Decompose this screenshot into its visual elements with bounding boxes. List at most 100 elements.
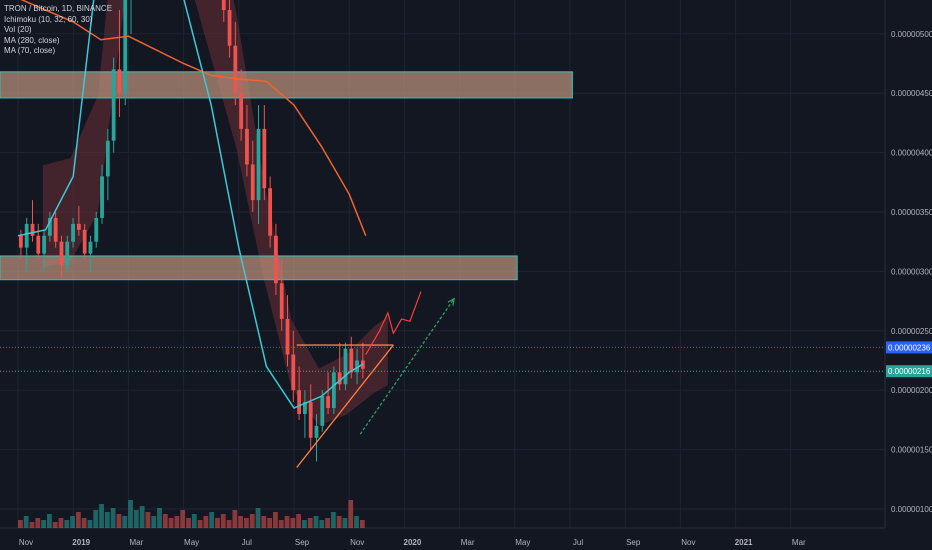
x-tick-label: Nov (681, 538, 695, 547)
candle[interactable] (320, 396, 325, 426)
indicator-ichimoku[interactable]: Ichimoku (10, 32, 60, 30) (4, 14, 93, 24)
candle[interactable] (268, 188, 273, 236)
volume-bar (215, 518, 220, 528)
candle[interactable] (71, 223, 75, 242)
y-tick-label: 0.00000150 (891, 446, 932, 455)
candle[interactable] (24, 223, 29, 248)
candle[interactable] (53, 217, 58, 242)
candle[interactable] (308, 402, 313, 438)
volume-bar (284, 516, 290, 528)
candle[interactable] (314, 425, 319, 438)
x-tick-label: Jul (573, 538, 583, 547)
y-tick-label: 0.00000200 (891, 386, 932, 395)
y-tick-label: 0.00000500 (891, 30, 932, 39)
x-tick-label: Nov (350, 538, 364, 547)
volume-bar (174, 516, 180, 528)
y-tick-label: 0.00000350 (891, 208, 932, 217)
volume-bar (81, 518, 87, 528)
candle[interactable] (227, 10, 232, 46)
candle[interactable] (274, 235, 278, 284)
x-tick-label: 2019 (72, 538, 90, 547)
volume-bar (75, 512, 81, 528)
candle[interactable] (285, 318, 290, 355)
candle[interactable] (256, 128, 261, 201)
projection-path (365, 291, 422, 355)
candle[interactable] (117, 69, 122, 94)
candle[interactable] (111, 69, 116, 141)
volume-bar (325, 518, 330, 528)
candle[interactable] (262, 128, 267, 189)
volume-bar (18, 520, 23, 528)
volume-bar (139, 506, 145, 528)
candle[interactable] (105, 140, 110, 177)
volume-bar (186, 518, 191, 528)
candle[interactable] (42, 235, 46, 254)
volume-bar (23, 516, 29, 528)
x-tick-label: 2020 (404, 538, 422, 547)
x-tick-label: Sep (626, 538, 641, 547)
x-tick-label: Nov (19, 538, 33, 547)
trend-arrow[interactable] (359, 298, 455, 435)
resistance-zone[interactable] (0, 71, 573, 99)
candle[interactable] (47, 217, 52, 236)
candle[interactable] (94, 217, 99, 242)
candle[interactable] (343, 348, 348, 385)
candle[interactable] (337, 372, 342, 385)
candle[interactable] (245, 128, 249, 165)
candle[interactable] (88, 241, 93, 254)
candle[interactable] (297, 390, 302, 414)
candle[interactable] (36, 235, 41, 254)
volume-bar (307, 518, 313, 528)
candle[interactable] (19, 235, 23, 248)
candle[interactable] (349, 348, 354, 373)
volume-bar (244, 518, 249, 528)
volume-bar (110, 508, 116, 528)
candle[interactable] (331, 372, 336, 409)
volume-bar (46, 514, 52, 528)
volume-bar (116, 514, 122, 528)
volume-bar (348, 500, 354, 528)
candle[interactable] (355, 360, 359, 373)
indicator-ma280[interactable]: MA (280, close) (4, 35, 60, 45)
price-label: 0.00000216 (888, 367, 931, 376)
candle[interactable] (100, 176, 104, 218)
volume-bar (29, 522, 35, 528)
volume-bar (209, 512, 215, 528)
volume-bar (203, 516, 209, 528)
ma280-line (20, 0, 367, 237)
candle[interactable] (76, 223, 81, 230)
candle[interactable] (30, 223, 35, 236)
y-tick-label: 0.00000450 (891, 89, 932, 98)
volume-bar (133, 510, 139, 528)
volume-bar (226, 520, 232, 528)
candle[interactable] (123, 0, 128, 94)
candle[interactable] (233, 45, 238, 94)
indicator-ma70[interactable]: MA (70, close) (4, 46, 56, 55)
x-tick-label: Jul (242, 538, 252, 547)
candle[interactable] (59, 241, 64, 266)
x-tick-label: May (184, 538, 199, 547)
candle[interactable] (250, 164, 255, 201)
candle[interactable] (303, 402, 307, 414)
volume-bar (354, 516, 359, 528)
volume-bar (157, 508, 162, 528)
volume-bar (330, 512, 336, 528)
volume-bar (267, 518, 273, 528)
symbol-title[interactable]: TRON / Bitcoin, 1D, BINANCE (4, 4, 113, 13)
price-label-bg (886, 341, 932, 354)
volume-bar (128, 500, 133, 528)
volume-bar (58, 518, 64, 528)
candle[interactable] (82, 229, 87, 254)
candle[interactable] (291, 354, 296, 391)
resistance-zone[interactable] (0, 255, 518, 281)
indicator-volume[interactable]: Vol (20) (4, 25, 32, 34)
candle[interactable] (239, 93, 244, 129)
volume-bar (151, 516, 157, 528)
candle[interactable] (65, 241, 70, 266)
volume-bar (191, 514, 197, 528)
candle[interactable] (221, 0, 226, 11)
candle[interactable] (279, 283, 284, 319)
candle[interactable] (326, 396, 330, 409)
